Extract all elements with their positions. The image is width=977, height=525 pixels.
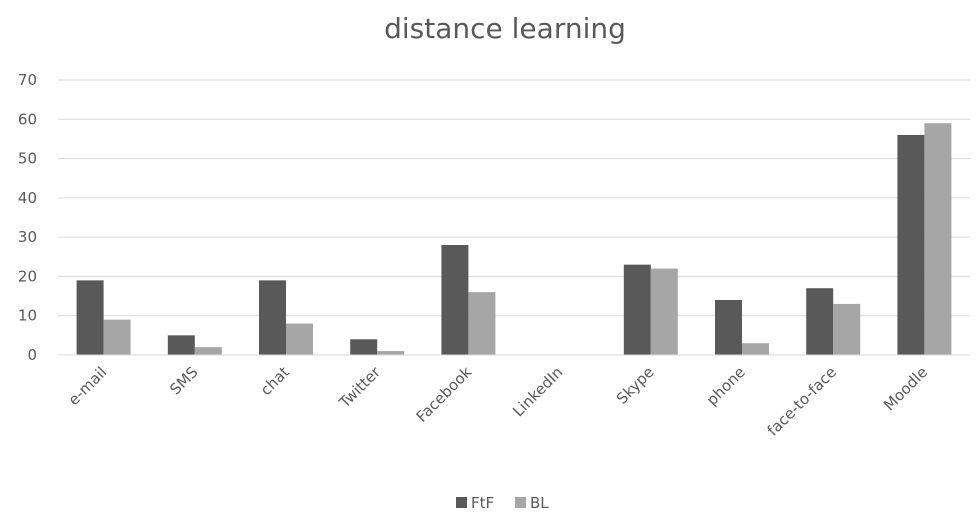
y-tick-label: 20	[18, 267, 37, 285]
bar-ftf-moodle	[897, 135, 925, 355]
x-category-label: Facebook	[413, 363, 476, 426]
x-axis-categories: e-mail SMS chat Twitter Facebook LinkedIn Skyp…	[65, 363, 932, 440]
x-category-label: Twitter	[335, 363, 385, 413]
legend: FtF BL	[456, 494, 549, 512]
bar-bl-facebook	[468, 292, 496, 355]
x-category-label: SMS	[166, 363, 201, 398]
y-tick-label: 0	[27, 346, 37, 364]
legend-label-bl: BL	[530, 494, 549, 512]
x-category-label: Moodle	[880, 363, 931, 414]
bar-ftf-facebook	[441, 245, 469, 355]
y-tick-label: 70	[18, 71, 37, 89]
x-category-label: e-mail	[65, 363, 111, 409]
bar-bl-twitter	[377, 351, 405, 355]
bar-bl-sms	[194, 347, 222, 355]
y-tick-label: 10	[18, 307, 37, 325]
y-axis-ticks: 0 10 20 30 40 50 60 70	[18, 71, 37, 364]
y-tick-label: 30	[18, 228, 37, 246]
bar-bl-phone	[742, 343, 769, 355]
legend-swatch-ftf	[456, 497, 467, 508]
gridlines	[58, 79, 970, 356]
bar-ftf-face-to-face	[806, 288, 834, 355]
x-category-label: LinkedIn	[509, 363, 566, 420]
y-tick-label: 60	[18, 110, 37, 128]
bar-bl-moodle	[924, 123, 952, 355]
legend-swatch-bl	[515, 497, 526, 508]
bar-ftf-e-mail	[76, 280, 104, 355]
bar-ftf-phone	[715, 300, 742, 355]
y-tick-label: 50	[18, 150, 37, 168]
bars	[58, 123, 970, 356]
bar-bl-face-to-face	[833, 303, 861, 355]
bar-ftf-skype	[623, 264, 651, 355]
bar-ftf-chat	[259, 280, 286, 355]
chart-title: distance learning	[384, 12, 626, 45]
bar-ftf-twitter	[350, 339, 378, 355]
x-category-label: phone	[703, 363, 749, 409]
bar-bl-skype	[650, 268, 678, 355]
bar-ftf-sms	[167, 335, 195, 355]
x-category-label: chat	[257, 363, 293, 399]
x-category-label: Skype	[613, 363, 658, 408]
x-category-label: face-to-face	[764, 363, 840, 439]
bar-bl-chat	[286, 323, 313, 355]
legend-label-ftf: FtF	[471, 494, 494, 512]
bar-bl-e-mail	[103, 319, 131, 355]
y-tick-label: 40	[18, 189, 37, 207]
